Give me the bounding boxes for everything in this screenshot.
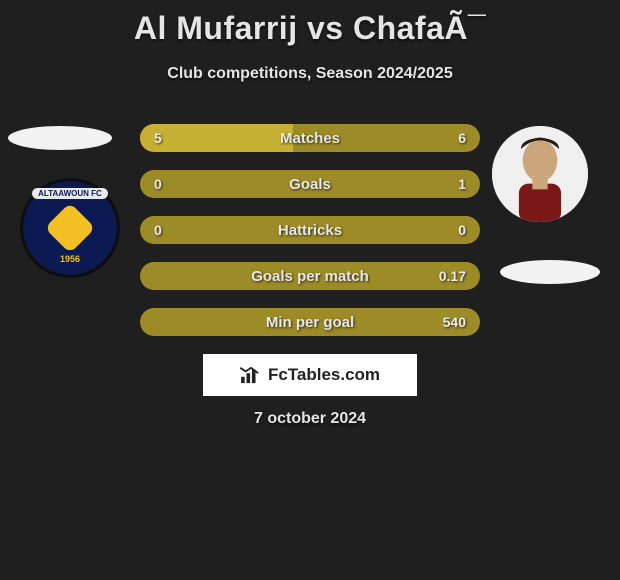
stat-value-left: 5 — [154, 130, 162, 146]
brand-text: FcTables.com — [268, 365, 380, 385]
stat-label: Hattricks — [140, 222, 480, 239]
date-text: 7 october 2024 — [0, 410, 620, 428]
comparison-bars: Matches56Goals01Hattricks00Goals per mat… — [140, 124, 480, 354]
stat-row: Goals per match0.17 — [140, 262, 480, 290]
stat-value-left: 0 — [154, 176, 162, 192]
player-photo — [492, 126, 588, 222]
club-name-ribbon: ALTAAWOUN FC — [32, 188, 108, 199]
stat-label: Goals — [140, 176, 480, 193]
page-title: Al Mufarrij vs ChafaÃ¯ — [0, 0, 620, 47]
stat-value-left: 0 — [154, 222, 162, 238]
brand-box[interactable]: FcTables.com — [203, 354, 417, 396]
stat-value-right: 6 — [458, 130, 466, 146]
bar-fill-left — [140, 124, 293, 152]
stat-row: Matches56 — [140, 124, 480, 152]
stat-row: Hattricks0 0 — [140, 216, 480, 244]
right-placeholder-ellipse — [500, 260, 600, 284]
stat-row: Goals0 1 — [140, 170, 480, 198]
stat-label: Min per goal — [140, 314, 480, 331]
bar-chart-icon — [240, 366, 262, 384]
club-year: 1956 — [60, 254, 80, 264]
stat-label: Goals per match — [140, 268, 480, 285]
club-badge: ALTAAWOUN FC 1956 — [20, 178, 120, 278]
stat-value-right: 540 — [443, 314, 466, 330]
stat-row: Min per goal540 — [140, 308, 480, 336]
club-ball-icon — [45, 203, 96, 254]
stat-value-right: 1 — [458, 176, 466, 192]
stat-value-right: 0 — [458, 222, 466, 238]
season-subtitle: Club competitions, Season 2024/2025 — [0, 65, 620, 83]
stat-value-right: 0.17 — [439, 268, 466, 284]
left-placeholder-ellipse — [8, 126, 112, 150]
